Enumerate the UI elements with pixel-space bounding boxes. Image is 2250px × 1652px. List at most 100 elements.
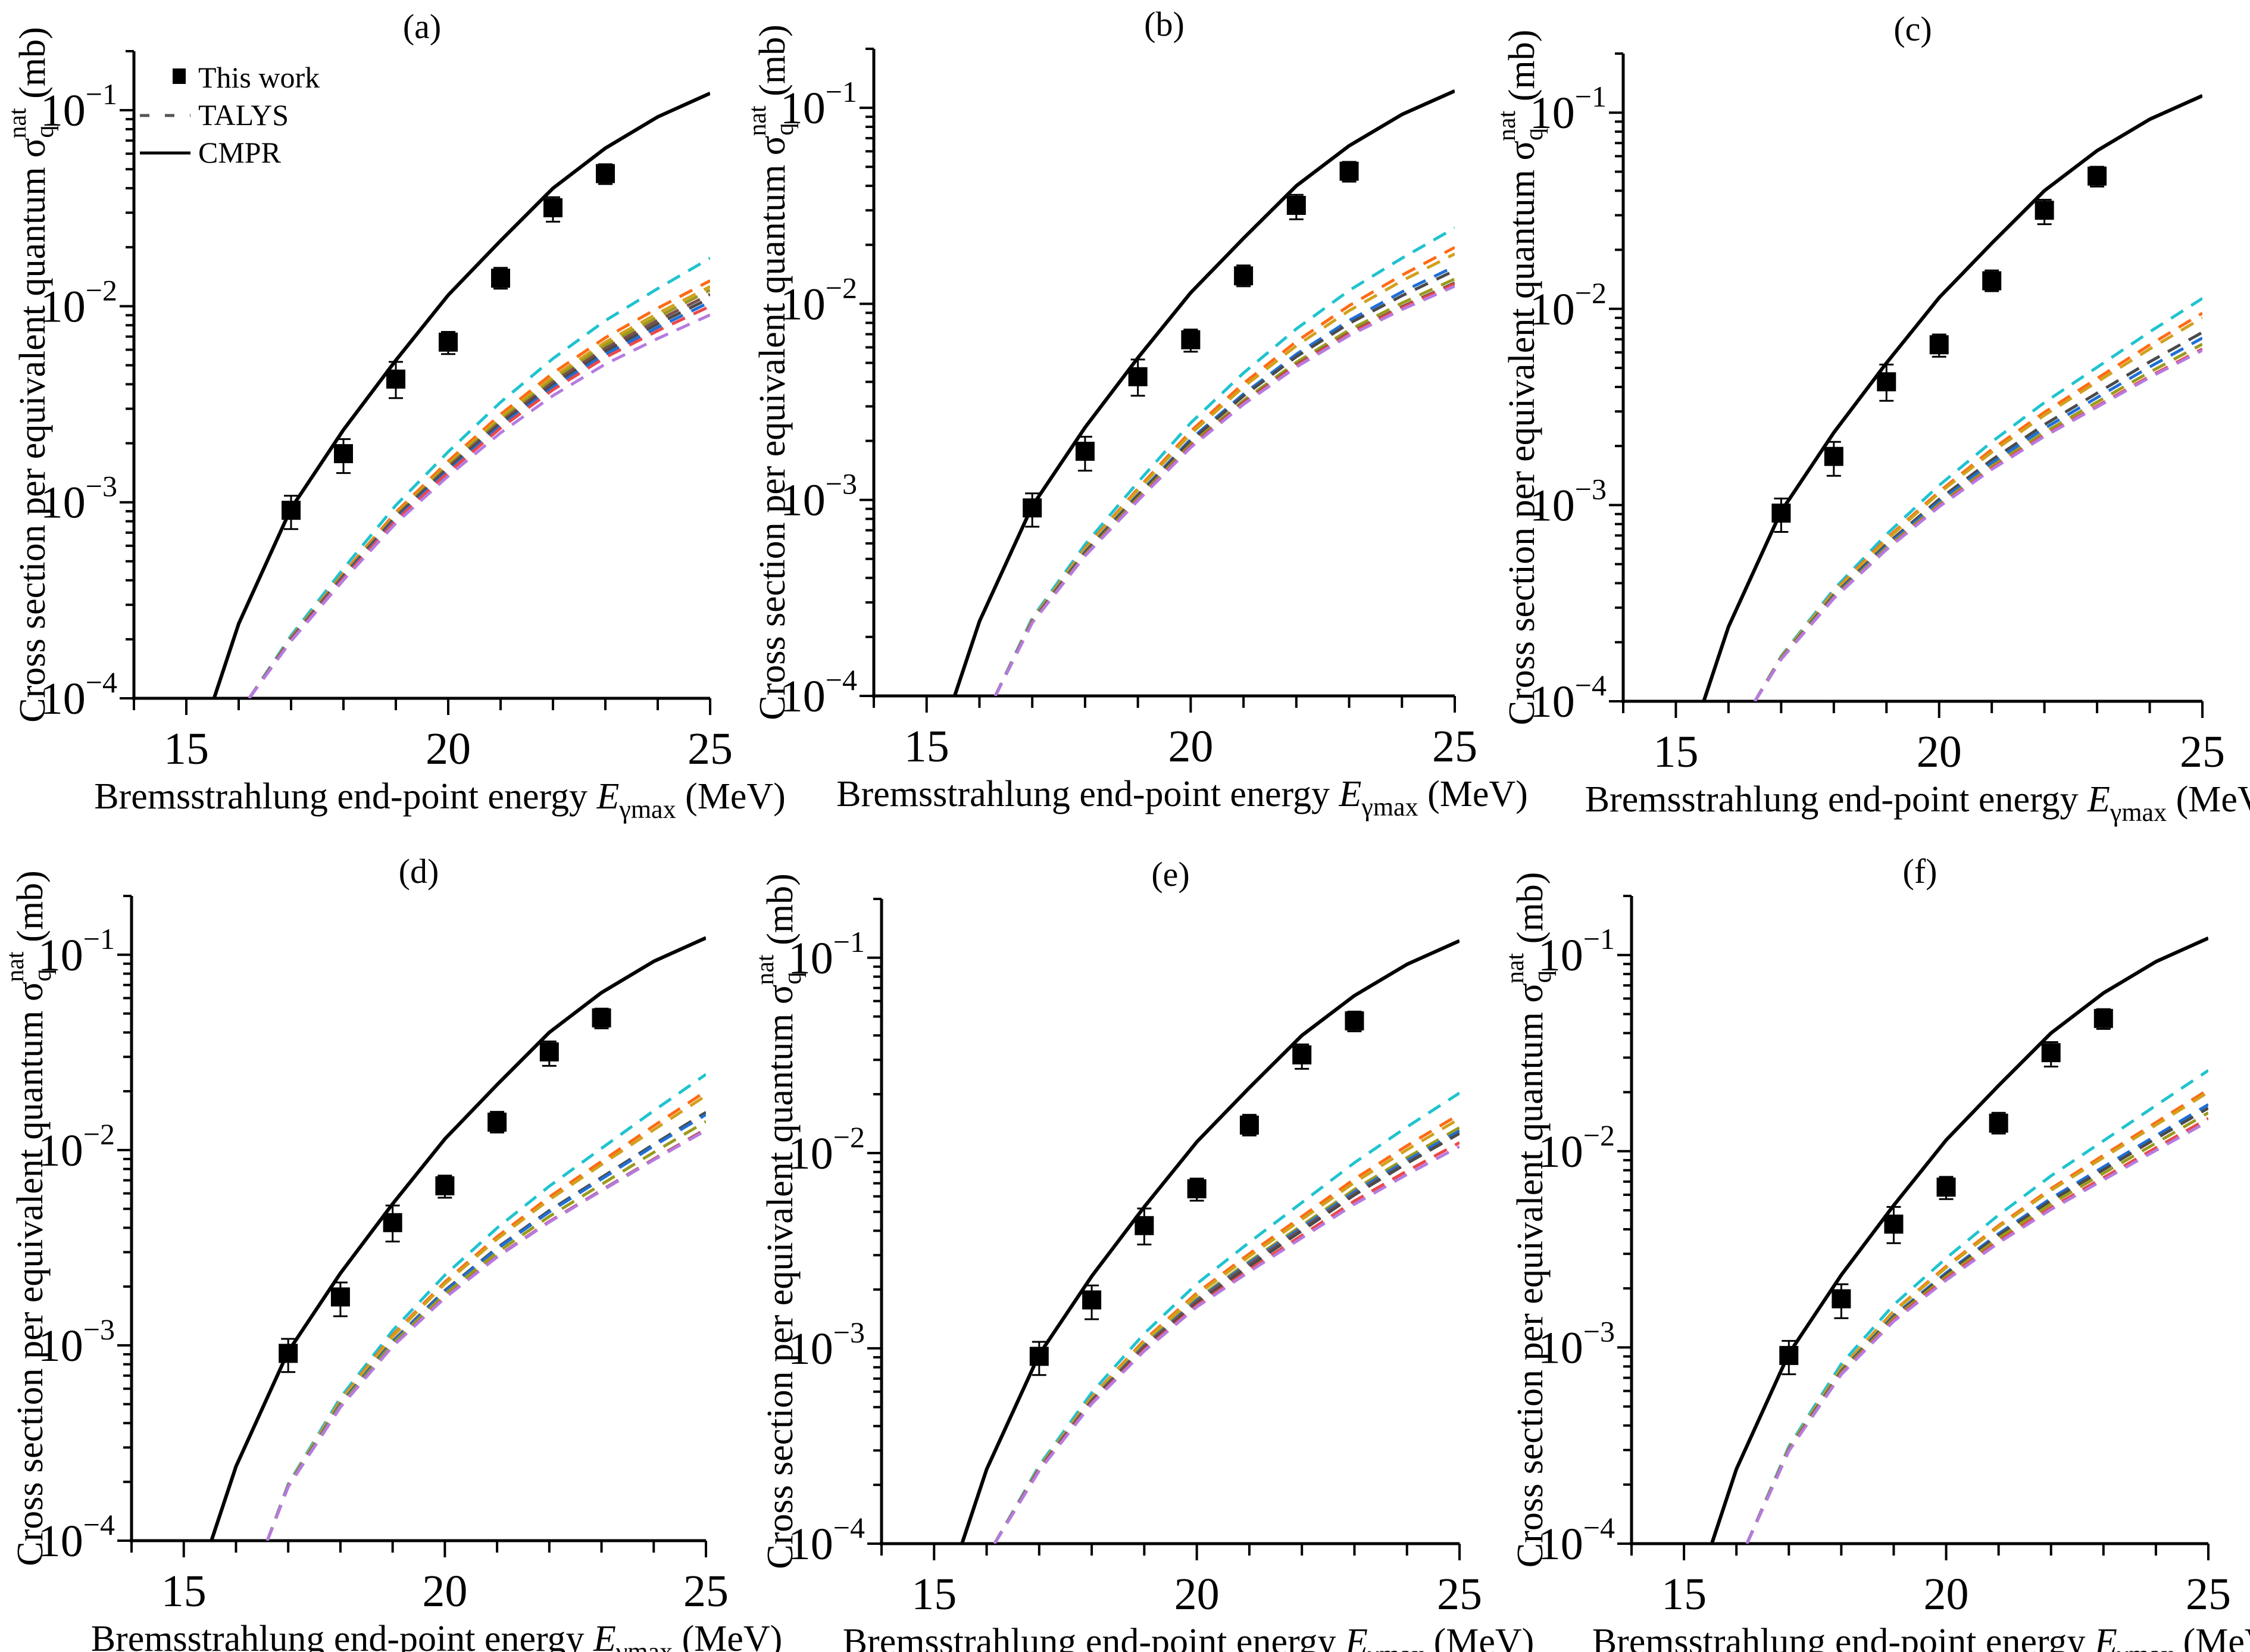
x-tick-label: 20 bbox=[422, 1566, 467, 1616]
y-tick-label: 10−4 bbox=[788, 1511, 865, 1569]
data-marker bbox=[1181, 330, 1201, 349]
data-point bbox=[1286, 193, 1306, 220]
x-axis-title-var: E bbox=[1339, 774, 1362, 814]
x-tick-label: 25 bbox=[2180, 727, 2225, 777]
talys-curve-red bbox=[993, 283, 1455, 696]
x-tick-label: 20 bbox=[1917, 727, 1962, 777]
talys-curve-darkgrey bbox=[265, 1111, 706, 1541]
y-tick-label: 10−3 bbox=[1538, 1314, 1615, 1373]
y-tick-label: 10−2 bbox=[40, 273, 117, 332]
talys-curve-purple bbox=[265, 1129, 706, 1541]
cmpr-curve bbox=[960, 939, 1460, 1544]
x-axis-title-sub: γmax bbox=[2110, 798, 2167, 827]
y-axis-title-sub: q bbox=[32, 126, 59, 138]
x-axis-title-var: E bbox=[2094, 1622, 2117, 1652]
data-point bbox=[1929, 333, 1949, 358]
x-tick-label: 25 bbox=[688, 724, 733, 774]
x-axis-title-main: Bremsstrahlung end-point energy bbox=[91, 1619, 593, 1652]
x-axis-title-unit: (MeV) bbox=[2167, 779, 2250, 820]
x-axis-title: Bremsstrahlung end-point energy Eγmax (M… bbox=[1585, 779, 2250, 827]
data-marker bbox=[1771, 503, 1791, 523]
x-tick-label: 15 bbox=[164, 724, 209, 774]
data-marker bbox=[1779, 1345, 1799, 1365]
panel-title: (e) bbox=[1151, 855, 1189, 894]
data-point bbox=[596, 163, 615, 185]
x-axis-title: Bremsstrahlung end-point energy Eγmax (M… bbox=[1592, 1622, 2250, 1652]
talys-curve-gold bbox=[993, 1117, 1460, 1544]
talys-curve-purple bbox=[993, 1145, 1460, 1544]
panel-title: (a) bbox=[403, 7, 441, 46]
y-tick-label: 10−1 bbox=[1530, 80, 1607, 138]
x-axis-title-main: Bremsstrahlung end-point energy bbox=[836, 774, 1339, 814]
talys-curve-purple bbox=[1753, 349, 2202, 701]
data-marker bbox=[1884, 1214, 1904, 1234]
y-axis-title-unit: (mb) bbox=[10, 870, 51, 951]
talys-curve-gold bbox=[1753, 316, 2202, 701]
x-axis-title-var: E bbox=[1345, 1622, 1368, 1652]
y-tick-label: 10−1 bbox=[40, 77, 117, 136]
y-axis-title-sup: nat bbox=[4, 108, 32, 139]
y-axis-title-unit: (mb) bbox=[752, 24, 793, 105]
data-point bbox=[1029, 1341, 1049, 1376]
data-marker bbox=[1989, 1113, 2008, 1133]
x-tick-label: 25 bbox=[683, 1566, 729, 1616]
x-axis-title-unit: (MeV) bbox=[1418, 774, 1528, 814]
y-tick-label: 10−4 bbox=[1538, 1511, 1615, 1569]
x-axis-title-unit: (MeV) bbox=[676, 776, 786, 817]
talys-curve-darkgrey bbox=[1745, 1107, 2208, 1544]
talys-curve-gold bbox=[265, 1094, 706, 1541]
data-point bbox=[2041, 1041, 2061, 1068]
talys-curve-orange bbox=[993, 1113, 1460, 1544]
y-tick-label: 10−2 bbox=[1538, 1119, 1615, 1177]
x-tick-label: 25 bbox=[1437, 1569, 1482, 1619]
data-marker bbox=[1234, 266, 1254, 286]
data-marker bbox=[1936, 1178, 1956, 1197]
panel-title: (f) bbox=[1903, 852, 1938, 891]
data-marker bbox=[2035, 201, 2054, 220]
data-marker bbox=[491, 268, 510, 288]
talys-curve-brown bbox=[248, 293, 710, 698]
x-axis-title: Bremsstrahlung end-point energy Eγmax (M… bbox=[843, 1622, 1535, 1652]
talys-curve-darkgrey bbox=[1753, 331, 2202, 701]
y-axis-title-main: Cross section per equivalent quantum σ bbox=[1502, 140, 1542, 725]
x-axis-title-main: Bremsstrahlung end-point energy bbox=[1585, 779, 2088, 820]
talys-curve-cyan bbox=[993, 1091, 1460, 1544]
data-point bbox=[1779, 1339, 1799, 1375]
talys-curve-cyan bbox=[265, 1073, 706, 1541]
plot-area bbox=[1710, 936, 2208, 1544]
talys-curve-cyan bbox=[248, 257, 710, 698]
talys-curve-red bbox=[993, 1141, 1460, 1544]
data-point bbox=[1292, 1043, 1312, 1070]
y-axis-title: Cross section per equivalent quantum σqn… bbox=[744, 24, 799, 720]
data-marker bbox=[1239, 1115, 1259, 1135]
y-axis-title: Cross section per equivalent quantum σqn… bbox=[1493, 30, 1548, 726]
data-point bbox=[2035, 198, 2054, 226]
data-marker bbox=[1135, 1216, 1154, 1235]
y-tick-label: 10−1 bbox=[780, 75, 857, 133]
data-marker bbox=[383, 1213, 402, 1232]
data-marker bbox=[1029, 1347, 1049, 1366]
y-axis-title-unit: (mb) bbox=[1502, 30, 1542, 111]
data-marker bbox=[1187, 1179, 1207, 1198]
data-point bbox=[1936, 1176, 1956, 1200]
x-axis-title-sub: γmax bbox=[2117, 1640, 2174, 1652]
x-axis-title: Bremsstrahlung end-point energy Eγmax (M… bbox=[836, 774, 1528, 822]
x-axis-title-sub: γmax bbox=[1367, 1640, 1424, 1652]
data-point bbox=[1187, 1178, 1207, 1202]
data-point bbox=[1982, 269, 2002, 292]
talys-curve-blue bbox=[248, 301, 710, 698]
y-tick-label: 10−1 bbox=[1538, 922, 1615, 980]
y-tick-label: 10−3 bbox=[788, 1316, 865, 1374]
data-marker bbox=[539, 1042, 559, 1062]
y-axis-title-sub: q bbox=[1529, 970, 1557, 983]
y-axis-title-sup: nat bbox=[744, 105, 771, 136]
data-point bbox=[383, 1204, 402, 1243]
y-axis-title-unit: (mb) bbox=[760, 873, 801, 954]
talys-curve-olive bbox=[265, 1120, 706, 1541]
data-marker bbox=[1023, 498, 1042, 518]
plot-area bbox=[960, 939, 1460, 1544]
y-axis-title-sup: nat bbox=[2, 951, 29, 982]
y-tick-label: 10−2 bbox=[780, 271, 857, 329]
talys-curve-orange bbox=[1745, 1088, 2208, 1544]
